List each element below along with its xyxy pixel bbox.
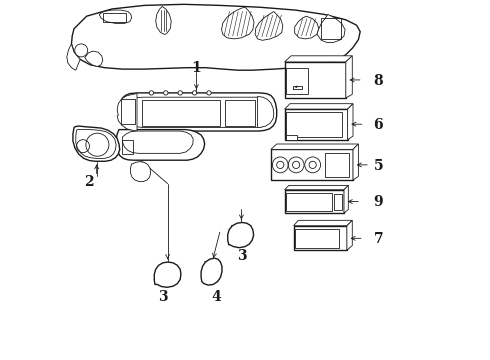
Bar [285,109,347,140]
Polygon shape [285,104,353,109]
Bar [334,194,342,210]
Text: 5: 5 [373,159,383,172]
Bar [103,13,126,22]
Circle shape [149,91,153,95]
Bar [121,99,135,124]
Polygon shape [294,220,352,226]
Polygon shape [117,94,137,131]
Polygon shape [119,93,277,131]
Polygon shape [285,185,348,190]
Bar [286,68,308,94]
Text: 3: 3 [237,249,246,262]
Circle shape [193,91,197,95]
Text: 2: 2 [84,175,93,189]
Circle shape [178,91,182,95]
Polygon shape [353,144,358,180]
Bar [122,140,133,154]
Circle shape [74,44,88,57]
Polygon shape [201,258,222,285]
Bar [143,100,220,126]
Polygon shape [99,10,132,23]
Text: 1: 1 [192,62,201,75]
Polygon shape [344,185,348,213]
Text: 6: 6 [373,118,383,132]
Polygon shape [85,51,103,67]
Polygon shape [156,6,171,34]
Bar [294,226,347,250]
Polygon shape [228,222,254,248]
Polygon shape [271,144,358,149]
Text: 3: 3 [158,290,168,304]
Bar [325,153,349,177]
Bar [320,18,342,39]
Polygon shape [221,7,254,39]
Bar [286,193,333,211]
Polygon shape [154,262,181,287]
Text: 9: 9 [373,195,383,209]
Text: 7: 7 [373,233,383,246]
Polygon shape [72,4,360,70]
Bar [286,112,342,137]
Bar [295,229,339,248]
Polygon shape [347,220,352,250]
Bar [286,135,297,140]
Polygon shape [317,14,345,42]
Polygon shape [116,130,205,160]
Bar [285,190,344,213]
Polygon shape [122,131,193,153]
Polygon shape [255,12,283,40]
Bar [285,62,346,98]
Polygon shape [76,130,116,158]
Polygon shape [346,56,352,98]
Polygon shape [294,16,319,39]
Polygon shape [130,162,151,181]
Text: 4: 4 [211,290,221,304]
Circle shape [207,91,211,95]
Polygon shape [73,126,120,161]
Bar [225,100,255,126]
Circle shape [164,91,168,95]
Polygon shape [347,104,353,140]
Bar [271,149,353,180]
Polygon shape [67,44,80,70]
Text: 8: 8 [373,74,383,88]
Polygon shape [258,96,274,127]
Polygon shape [285,56,352,62]
